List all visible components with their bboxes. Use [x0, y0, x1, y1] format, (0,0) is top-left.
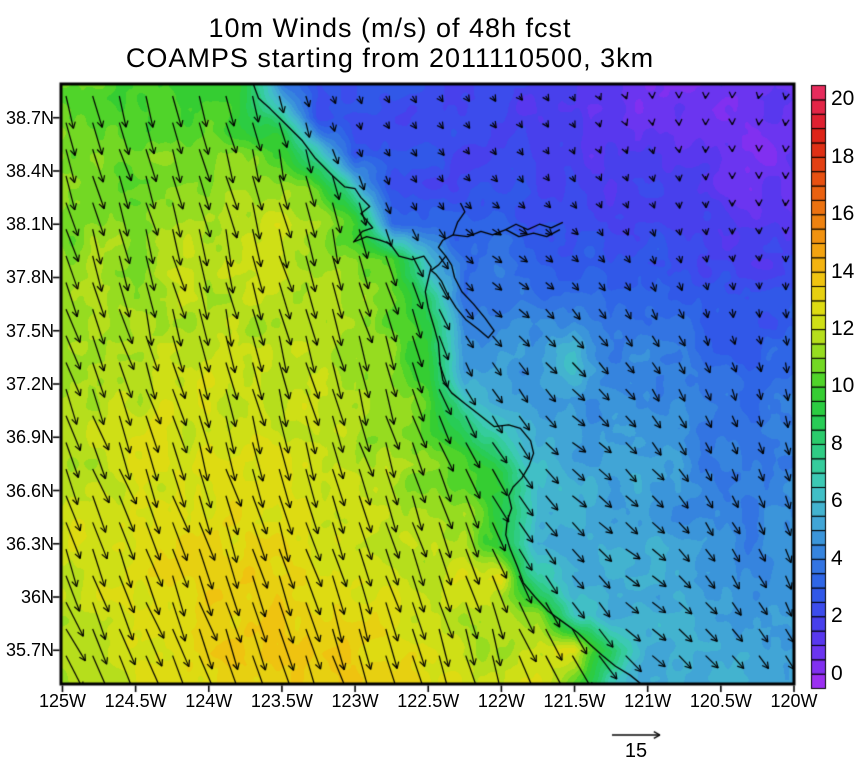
colorbar-tick-label: 18 [831, 144, 855, 168]
lon-tick-label: 120W [770, 691, 818, 711]
chart-title-line2: COAMPS starting from 2011110500, 3km [125, 43, 655, 73]
lat-tick-label: 37.8N [5, 267, 54, 288]
reference-vector-label: 15 [624, 740, 648, 762]
lon-tick-label: 120.5W [689, 691, 752, 711]
lon-tick-label: 122.5W [397, 691, 460, 711]
lon-tick-label: 121W [624, 691, 672, 711]
colorbar-tick-label: 6 [831, 489, 843, 513]
colorbar-tick-label: 16 [831, 202, 855, 226]
lat-tick-label: 36N [20, 587, 54, 608]
lat-tick-label: 38.7N [5, 107, 54, 128]
lon-tick-label: 124W [185, 691, 233, 711]
colorbar-tick-label: 0 [831, 661, 843, 685]
chart-title-line1: 10m Winds (m/s) of 48h fcst [208, 13, 572, 43]
colorbar-tick-label: 4 [831, 546, 843, 570]
lat-tick-label: 37.2N [5, 374, 54, 394]
colorbar-tick-label: 10 [831, 374, 855, 398]
lat-tick-label: 38.4N [5, 160, 54, 181]
lon-tick-label: 125W [38, 691, 86, 711]
lon-tick-label: 123W [331, 691, 379, 711]
colorbar-tick-label: 2 [831, 604, 843, 628]
colorbar-tick-label: 14 [831, 259, 855, 283]
lat-tick-label: 37.5N [5, 320, 54, 341]
colorbar-tick-label: 8 [831, 431, 843, 455]
colorbar-tick-label: 20 [831, 87, 855, 111]
lat-tick-label: 36.6N [5, 480, 54, 501]
lat-tick-label: 36.9N [5, 427, 54, 448]
lon-tick-label: 123.5W [250, 691, 313, 711]
lon-tick-label: 124.5W [104, 691, 167, 711]
lon-tick-label: 121.5W [543, 691, 606, 711]
lon-tick-label: 122W [477, 691, 525, 711]
lat-tick-label: 36.3N [5, 533, 54, 554]
lat-tick-label: 38.1N [5, 214, 54, 235]
lat-tick-label: 35.7N [5, 640, 54, 661]
colorbar-tick-label: 12 [831, 317, 855, 341]
